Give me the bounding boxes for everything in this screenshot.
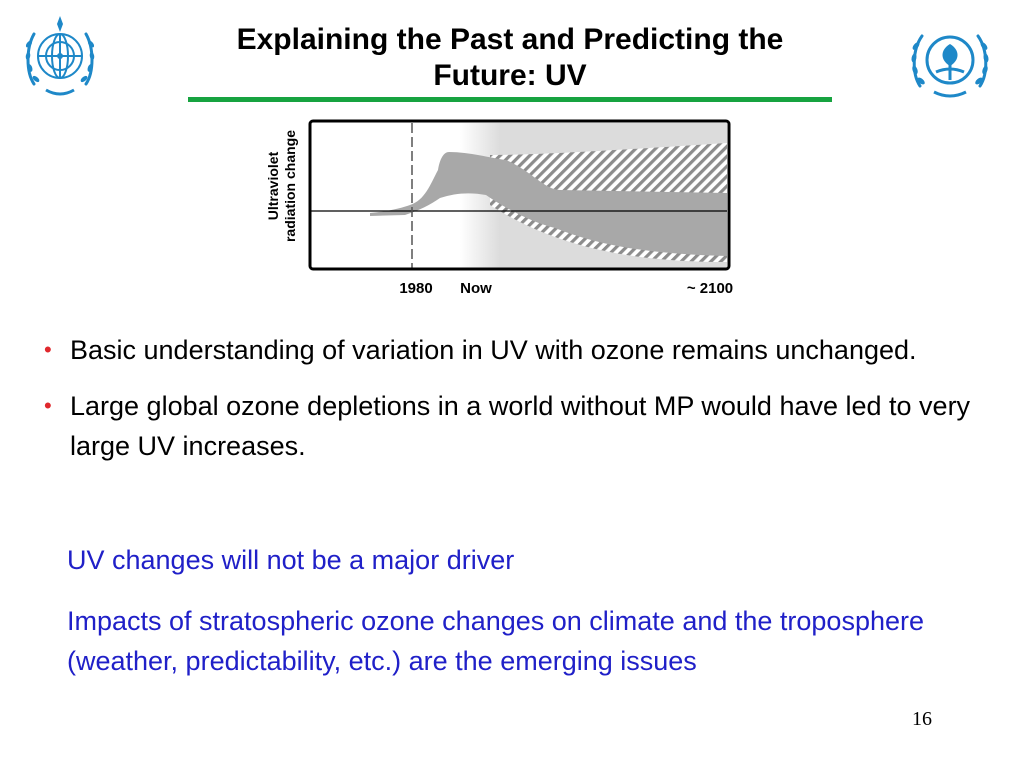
bullet-text: Basic understanding of variation in UV w… [70,335,917,365]
plot-frame [308,119,731,271]
x-tick-2100: ~ 2100 [687,280,733,297]
y-axis-label: Ultraviolet radiation change [265,130,298,242]
x-tick-now: Now [460,280,492,297]
highlight-statement: UV changes will not be a major driver [67,545,515,575]
page-number: 16 [912,708,932,730]
uv-change-diagram: 1980 Now ~ 2100 [308,119,733,297]
bullet-text: Large global ozone depletions in a world… [70,391,971,461]
x-tick-1980: 1980 [399,280,432,297]
bullet-item: • Large global ozone depletions in a wor… [40,386,980,466]
title-underline [188,97,832,102]
highlight-statement: Impacts of stratospheric ozone changes o… [67,606,924,676]
y-axis-label-line2: radiation change [282,130,298,242]
y-axis-label-line1: Ultraviolet [265,151,281,220]
unep-emblem-icon [911,34,989,98]
bullet-list: • Basic understanding of variation in UV… [40,330,980,482]
projection-band [370,152,727,256]
wmo-emblem-icon [25,16,95,96]
bullet-marker-icon: • [44,393,52,418]
bullet-item: • Basic understanding of variation in UV… [40,330,980,370]
bullet-marker-icon: • [44,337,52,362]
slide-title: Explaining the Past and Predicting the F… [236,23,784,92]
